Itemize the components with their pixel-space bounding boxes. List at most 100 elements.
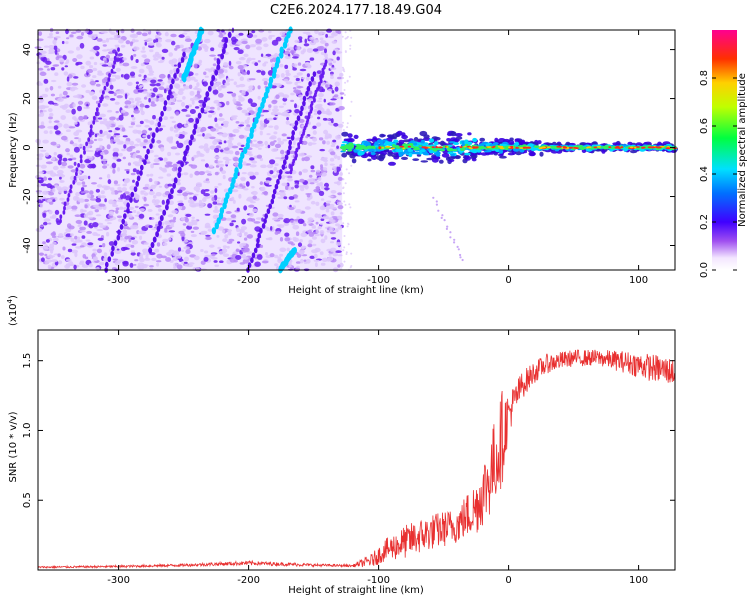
noise-speck <box>243 188 249 191</box>
noise-speck <box>142 146 147 149</box>
noise-speck <box>80 187 85 192</box>
noise-speck <box>144 183 150 188</box>
noise-speck <box>208 68 213 73</box>
noise-speck <box>134 97 142 101</box>
noise-speck <box>306 48 314 53</box>
carrier-point <box>378 146 382 149</box>
noise-speck <box>219 260 224 264</box>
noise-speck <box>322 172 327 177</box>
noise-speck <box>203 71 207 76</box>
noise-speck <box>137 262 145 266</box>
carrier-point <box>446 138 451 142</box>
carrier-point <box>583 146 587 149</box>
noise-speck <box>41 93 48 98</box>
noise-speck <box>62 90 68 96</box>
noise-speck <box>331 32 338 37</box>
noise-speck <box>124 140 130 145</box>
noise-speck <box>284 232 290 237</box>
carrier-point <box>347 138 355 143</box>
track-point <box>79 158 83 164</box>
track-point <box>126 202 130 209</box>
track-point <box>292 158 296 164</box>
noise-speck <box>222 174 226 180</box>
noise-speck <box>246 107 253 112</box>
noise-speck <box>197 46 203 51</box>
track-point <box>295 147 299 153</box>
noise-speck <box>81 31 84 36</box>
track-point <box>155 231 160 238</box>
track-point <box>220 53 225 60</box>
track-point <box>265 86 270 94</box>
noise-speck <box>294 200 300 203</box>
noise-speck <box>129 41 133 47</box>
noise-speck <box>329 231 336 235</box>
noise-speck <box>269 170 274 175</box>
noise-speck <box>336 145 339 149</box>
noise-speck <box>256 69 262 73</box>
track-point <box>62 210 66 215</box>
carrier-point <box>539 151 544 157</box>
noise-speck <box>54 49 58 55</box>
noise-speck <box>286 117 289 121</box>
noise-speck <box>171 58 178 64</box>
noise-speck <box>133 209 137 214</box>
noise-speck <box>87 242 94 246</box>
track-point <box>59 218 62 224</box>
track-point <box>87 137 91 142</box>
track-point <box>264 213 269 220</box>
noise-speck <box>344 37 347 40</box>
noise-speck <box>254 62 259 66</box>
noise-speck <box>229 65 234 70</box>
noise-speck <box>136 211 140 215</box>
track-point <box>151 132 156 139</box>
noise-speck <box>346 79 349 82</box>
track-point <box>123 213 127 220</box>
noise-speck <box>210 47 215 51</box>
noise-speck <box>48 108 53 113</box>
noise-speck <box>47 199 53 203</box>
track-point <box>110 250 114 257</box>
noise-speck <box>246 57 252 62</box>
carrier-point <box>401 134 408 140</box>
noise-speck <box>183 246 190 250</box>
noise-speck <box>47 264 52 270</box>
noise-speck <box>343 94 346 96</box>
noise-speck <box>293 137 300 141</box>
noise-speck <box>122 156 127 160</box>
track-point <box>284 36 289 44</box>
noise-speck <box>181 249 185 252</box>
carrier-point <box>343 145 349 148</box>
noise-speck <box>343 200 346 203</box>
noise-speck <box>72 143 78 147</box>
y-tick-label: 0.5 <box>22 492 33 508</box>
noise-speck <box>164 164 171 168</box>
noise-speck <box>307 220 312 224</box>
noise-speck <box>131 33 138 39</box>
noise-speck <box>48 116 53 120</box>
noise-speck <box>341 66 344 69</box>
noise-speck <box>122 135 128 138</box>
noise-speck <box>305 135 309 139</box>
noise-speck <box>343 89 346 91</box>
noise-speck <box>120 246 126 252</box>
noise-speck <box>326 140 330 145</box>
track-point <box>275 56 281 64</box>
track-point <box>225 192 230 200</box>
noise-speck <box>93 45 100 51</box>
noise-speck <box>218 250 226 255</box>
noise-speck <box>133 109 140 114</box>
noise-speck <box>166 85 170 89</box>
track-point <box>168 193 172 200</box>
noise-speck <box>85 239 91 242</box>
track-point <box>306 85 311 92</box>
noise-speck <box>300 152 305 157</box>
noise-speck <box>350 252 353 255</box>
noise-speck <box>148 70 155 74</box>
carrier-point <box>423 142 428 146</box>
noise-speck <box>344 182 347 185</box>
noise-speck <box>106 48 111 52</box>
noise-speck <box>259 181 263 186</box>
noise-speck <box>139 253 144 259</box>
noise-speck <box>169 116 174 119</box>
noise-speck <box>213 156 221 159</box>
